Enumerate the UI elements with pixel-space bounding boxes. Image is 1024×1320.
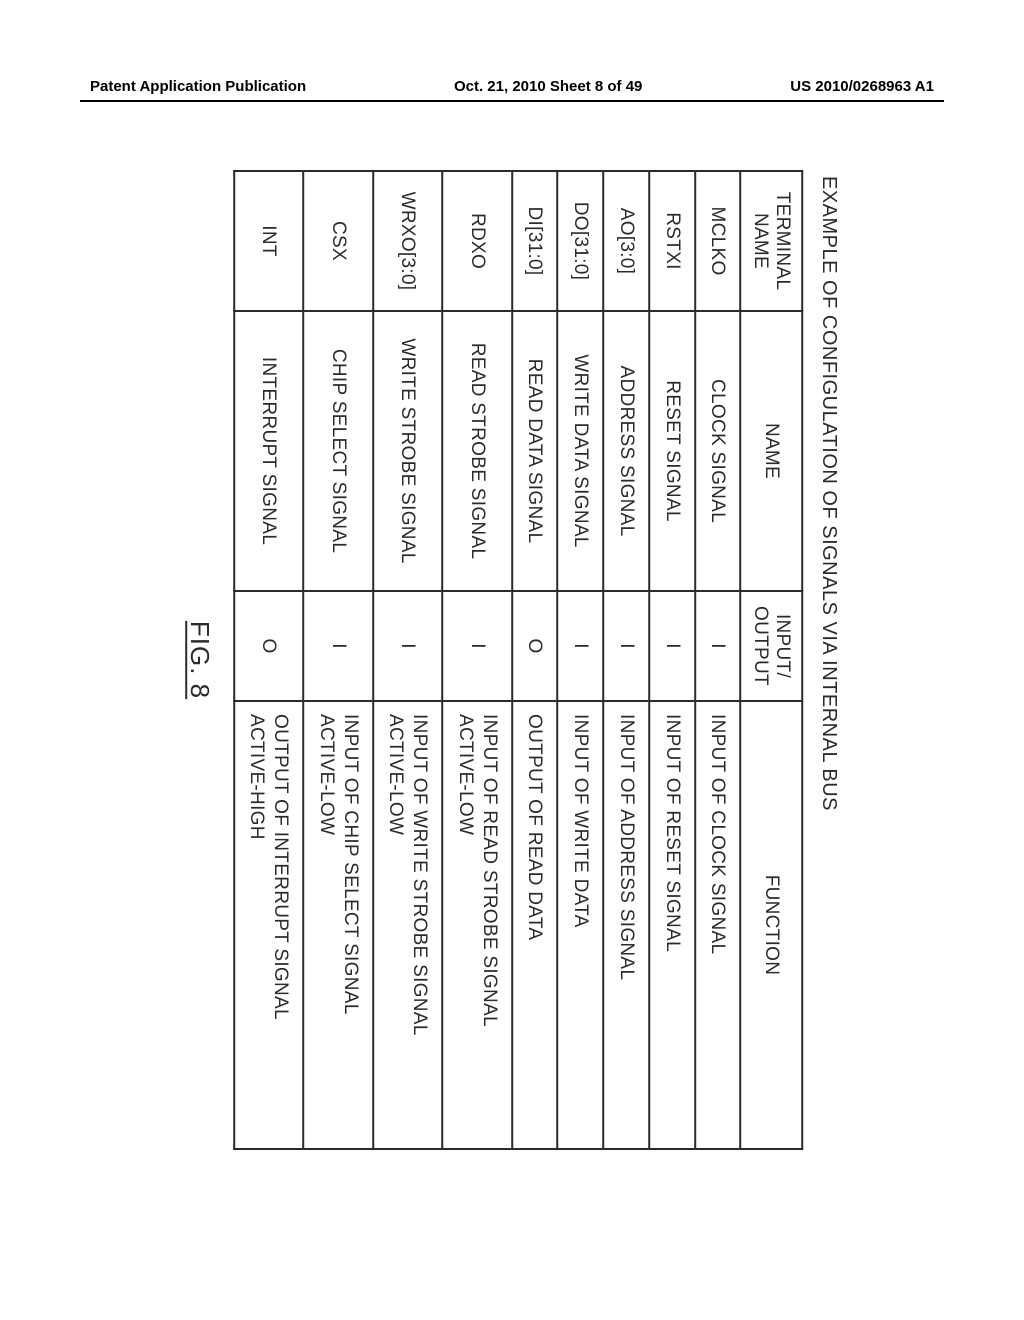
col-function: FUNCTION [741,701,803,1149]
col-io-l1: INPUT/ [771,598,793,694]
cell-terminal: MCLKO [695,171,741,311]
cell-io: I [695,591,741,701]
cell-function-l2: ACTIVE-HIGH [245,714,269,1136]
cell-terminal: CSX [303,171,373,311]
cell-function-l1: INPUT OF CHIP SELECT SIGNAL [338,714,362,1136]
cell-function-l2: ACTIVE-LOW [314,714,338,1136]
col-terminal-l2: NAME [750,178,772,304]
cell-terminal: RSTXI [649,171,695,311]
figure-stage: EXAMPLE OF CONFIGULATION OF SIGNALS VIA … [184,170,840,1150]
cell-io: O [234,591,304,701]
cell-name: CHIP SELECT SIGNAL [303,311,373,591]
cell-name: READ STROBE SIGNAL [442,311,512,591]
header-rule [80,100,944,102]
cell-function-l2: ACTIVE-LOW [453,714,477,1136]
cell-name: CLOCK SIGNAL [695,311,741,591]
cell-terminal: AO[3:0] [603,171,649,311]
cell-function-l1: INPUT OF WRITE STROBE SIGNAL [408,714,432,1136]
cell-function: INPUT OF READ STROBE SIGNAL ACTIVE-LOW [442,701,512,1149]
header-center: Oct. 21, 2010 Sheet 8 of 49 [454,78,642,95]
cell-terminal: INT [234,171,304,311]
table-header-row: TERMINAL NAME NAME INPUT/ OUTPUT FUNCTIO… [741,171,803,1149]
cell-name: READ DATA SIGNAL [512,311,558,591]
cell-function: OUTPUT OF READ DATA [512,701,558,1149]
cell-name: WRITE DATA SIGNAL [558,311,604,591]
cell-name: ADDRESS SIGNAL [603,311,649,591]
cell-name: INTERRUPT SIGNAL [234,311,304,591]
cell-function: INPUT OF ADDRESS SIGNAL [603,701,649,1149]
cell-function: INPUT OF RESET SIGNAL [649,701,695,1149]
signals-table: TERMINAL NAME NAME INPUT/ OUTPUT FUNCTIO… [233,170,803,1150]
cell-io: O [512,591,558,701]
table-body: MCLKO CLOCK SIGNAL I INPUT OF CLOCK SIGN… [234,171,741,1149]
cell-terminal: DO[31:0] [558,171,604,311]
col-io-l2: OUTPUT [750,598,772,694]
cell-function-l2: ACTIVE-LOW [384,714,408,1136]
cell-function-l1: OUTPUT OF INTERRUPT SIGNAL [269,714,293,1136]
col-name: NAME [741,311,803,591]
table-row: MCLKO CLOCK SIGNAL I INPUT OF CLOCK SIGN… [695,171,741,1149]
cell-io: I [442,591,512,701]
cell-function: INPUT OF CHIP SELECT SIGNAL ACTIVE-LOW [303,701,373,1149]
cell-io: I [603,591,649,701]
header-right: US 2010/0268963 A1 [790,78,934,95]
col-io: INPUT/ OUTPUT [741,591,803,701]
cell-terminal: WRXO[3:0] [373,171,443,311]
cell-function: INPUT OF WRITE DATA [558,701,604,1149]
table-row: WRXO[3:0] WRITE STROBE SIGNAL I INPUT OF… [373,171,443,1149]
cell-name: WRITE STROBE SIGNAL [373,311,443,591]
col-terminal-l1: TERMINAL [771,178,793,304]
table-row: RSTXI RESET SIGNAL I INPUT OF RESET SIGN… [649,171,695,1149]
table-row: DI[31:0] READ DATA SIGNAL O OUTPUT OF RE… [512,171,558,1149]
cell-function: INPUT OF CLOCK SIGNAL [695,701,741,1149]
cell-name: RESET SIGNAL [649,311,695,591]
table-row: INT INTERRUPT SIGNAL O OUTPUT OF INTERRU… [234,171,304,1149]
figure-label: FIG. 8 [184,170,215,1150]
cell-terminal: RDXO [442,171,512,311]
cell-function-l1: INPUT OF READ STROBE SIGNAL [477,714,501,1136]
page-header: Patent Application Publication Oct. 21, … [0,78,1024,95]
col-terminal: TERMINAL NAME [741,171,803,311]
cell-io: I [558,591,604,701]
cell-function: INPUT OF WRITE STROBE SIGNAL ACTIVE-LOW [373,701,443,1149]
table-row: AO[3:0] ADDRESS SIGNAL I INPUT OF ADDRES… [603,171,649,1149]
cell-terminal: DI[31:0] [512,171,558,311]
header-left: Patent Application Publication [90,78,306,95]
table-row: RDXO READ STROBE SIGNAL I INPUT OF READ … [442,171,512,1149]
table-row: DO[31:0] WRITE DATA SIGNAL I INPUT OF WR… [558,171,604,1149]
cell-io: I [373,591,443,701]
table-title: EXAMPLE OF CONFIGULATION OF SIGNALS VIA … [817,170,840,1150]
cell-io: I [303,591,373,701]
table-row: CSX CHIP SELECT SIGNAL I INPUT OF CHIP S… [303,171,373,1149]
cell-function: OUTPUT OF INTERRUPT SIGNAL ACTIVE-HIGH [234,701,304,1149]
cell-io: I [649,591,695,701]
